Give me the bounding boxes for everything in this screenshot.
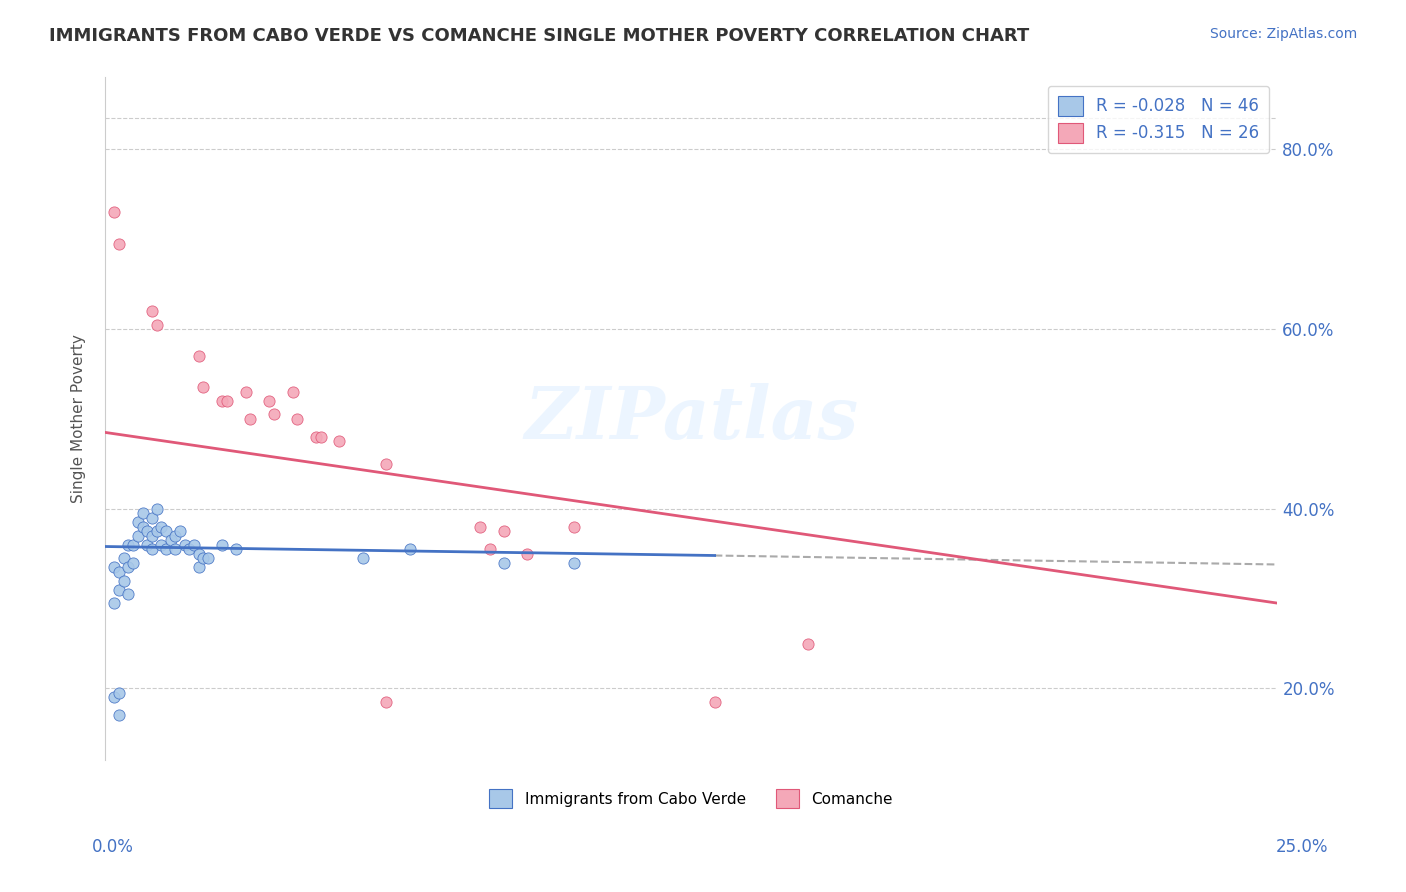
Point — [150, 520, 173, 534]
Point — [235, 384, 257, 399]
Point — [131, 520, 153, 534]
Point — [141, 542, 163, 557]
Point — [136, 538, 159, 552]
Point — [562, 520, 585, 534]
Point — [117, 587, 139, 601]
Point — [516, 547, 538, 561]
Point — [703, 695, 725, 709]
Point — [179, 542, 201, 557]
Point — [562, 556, 585, 570]
Point — [478, 542, 501, 557]
Point — [215, 393, 238, 408]
Point — [309, 430, 332, 444]
Point — [103, 690, 125, 705]
Point — [122, 556, 145, 570]
Point — [281, 384, 304, 399]
Point — [211, 538, 233, 552]
Point — [108, 582, 131, 597]
Point — [103, 560, 125, 574]
Point — [108, 686, 131, 700]
Point — [187, 547, 209, 561]
Point — [183, 538, 205, 552]
Point — [375, 457, 398, 471]
Point — [150, 538, 173, 552]
Point — [127, 515, 149, 529]
Point — [165, 542, 187, 557]
Point — [108, 708, 131, 723]
Point — [263, 408, 285, 422]
Point — [145, 318, 167, 332]
Legend: Immigrants from Cabo Verde, Comanche: Immigrants from Cabo Verde, Comanche — [484, 783, 898, 814]
Point — [141, 510, 163, 524]
Point — [470, 520, 492, 534]
Point — [159, 533, 181, 548]
Point — [285, 412, 308, 426]
Point — [141, 304, 163, 318]
Point — [239, 412, 262, 426]
Point — [492, 524, 515, 539]
Point — [193, 380, 215, 394]
Point — [305, 430, 328, 444]
Point — [117, 538, 139, 552]
Point — [117, 560, 139, 574]
Point — [797, 636, 820, 650]
Point — [103, 205, 125, 219]
Point — [257, 393, 280, 408]
Text: 25.0%: 25.0% — [1277, 838, 1329, 855]
Point — [112, 574, 135, 588]
Point — [211, 393, 233, 408]
Text: ZIPatlas: ZIPatlas — [524, 384, 858, 454]
Point — [375, 695, 398, 709]
Point — [103, 596, 125, 610]
Text: Source: ZipAtlas.com: Source: ZipAtlas.com — [1209, 27, 1357, 41]
Text: 0.0%: 0.0% — [91, 838, 134, 855]
Point — [169, 524, 191, 539]
Y-axis label: Single Mother Poverty: Single Mother Poverty — [72, 334, 86, 503]
Point — [108, 565, 131, 579]
Text: IMMIGRANTS FROM CABO VERDE VS COMANCHE SINGLE MOTHER POVERTY CORRELATION CHART: IMMIGRANTS FROM CABO VERDE VS COMANCHE S… — [49, 27, 1029, 45]
Point — [131, 506, 153, 520]
Point — [112, 551, 135, 566]
Point — [328, 434, 350, 449]
Point — [145, 524, 167, 539]
Point — [122, 538, 145, 552]
Point — [155, 542, 177, 557]
Point — [127, 529, 149, 543]
Point — [108, 236, 131, 251]
Point — [187, 349, 209, 363]
Point — [145, 501, 167, 516]
Point — [141, 529, 163, 543]
Point — [165, 529, 187, 543]
Point — [352, 551, 374, 566]
Point — [492, 556, 515, 570]
Point — [136, 524, 159, 539]
Point — [225, 542, 247, 557]
Point — [155, 524, 177, 539]
Point — [187, 560, 209, 574]
Point — [398, 542, 420, 557]
Point — [173, 538, 195, 552]
Point — [197, 551, 219, 566]
Point — [193, 551, 215, 566]
